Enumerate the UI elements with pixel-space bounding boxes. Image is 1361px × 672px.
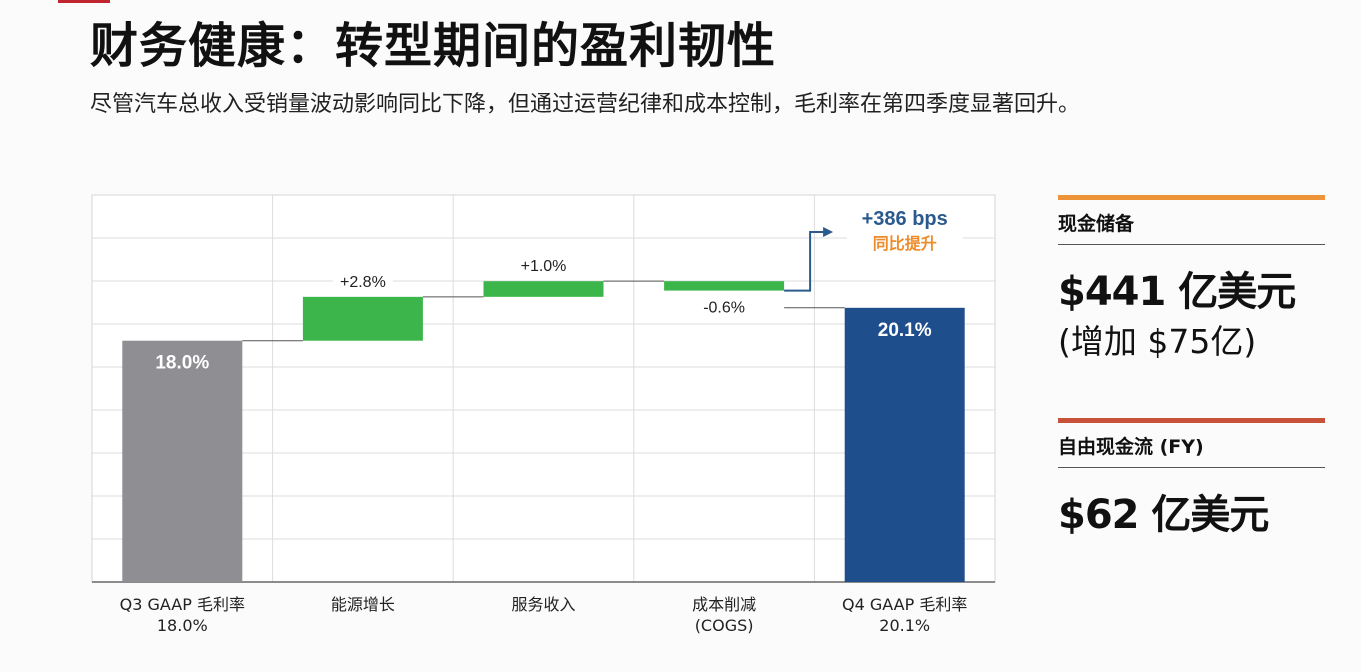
label-bg: [513, 255, 574, 276]
bar-3: [664, 281, 785, 291]
free-cash-flow-card: 自由现金流 (FY) $62 亿美元: [1058, 418, 1325, 540]
data-label: +2.8%: [340, 274, 386, 291]
bar-2: [483, 281, 604, 297]
x-tick-label: 服务收入: [511, 595, 576, 614]
fcf-value: $62 亿美元: [1058, 492, 1269, 538]
page-subtitle: 尽管汽车总收入受销量波动影响同比下降，但通过运营纪律和成本控制，毛利率在第四季度…: [90, 92, 1081, 117]
cash-accent-bar: [1058, 195, 1325, 200]
data-label: 18.0%: [155, 353, 209, 374]
bar-4: [844, 307, 965, 582]
cash-value: $441 亿美元: [1058, 269, 1296, 315]
fcf-label: 自由现金流 (FY): [1058, 423, 1325, 468]
brand-accent-tab: [58, 0, 110, 3]
data-label: +1.0%: [521, 258, 567, 275]
cash-label: 现金储备: [1058, 200, 1325, 245]
arrow-head-icon: [823, 227, 834, 237]
label-bg: [332, 270, 393, 291]
annotation-note: 同比提升: [873, 234, 937, 253]
x-tick-label: 成本削减 (COGS): [692, 595, 757, 635]
bar-1: [302, 296, 423, 341]
x-tick-label: Q3 GAAP 毛利率 18.0%: [119, 595, 245, 635]
arrow-line: [784, 231, 826, 292]
cash-reserve-card: 现金储备 $441 亿美元 (增加 $75亿): [1058, 195, 1325, 363]
data-label: -0.6%: [703, 300, 745, 317]
bar-0: [122, 340, 243, 582]
page-title: 财务健康：转型期间的盈利韧性: [90, 18, 777, 74]
x-tick-label: Q4 GAAP 毛利率 20.1%: [842, 595, 968, 635]
data-label: 20.1%: [878, 320, 932, 341]
x-tick-label: 能源增长: [330, 595, 395, 614]
cash-note: (增加 $75亿): [1058, 322, 1257, 361]
annotation-bg: [846, 203, 963, 255]
fcf-accent-bar: [1058, 418, 1325, 423]
label-bg: [694, 296, 755, 317]
annotation-value: +386 bps: [862, 208, 948, 230]
